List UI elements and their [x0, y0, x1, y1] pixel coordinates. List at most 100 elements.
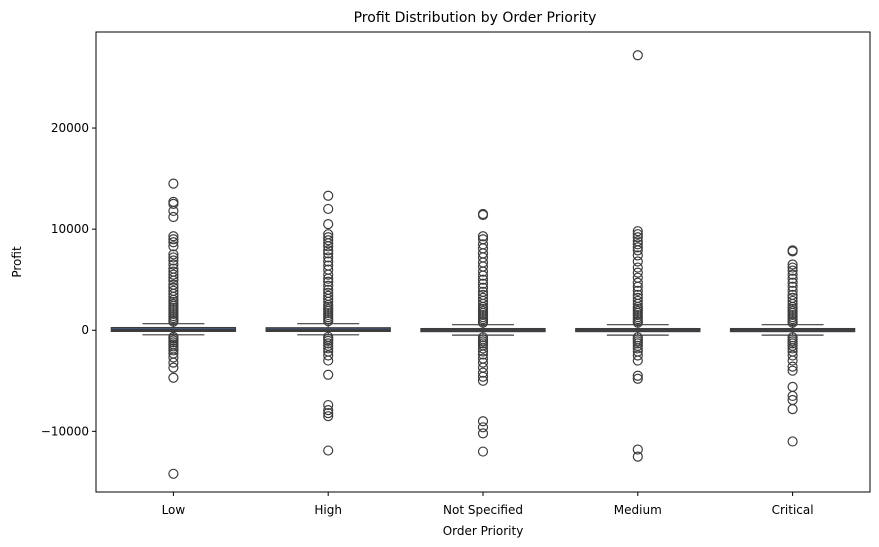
outlier-point	[787, 436, 798, 447]
outlier-point	[323, 245, 334, 256]
outlier-point	[168, 237, 179, 248]
outlier-point	[787, 317, 798, 328]
outlier-point	[632, 343, 643, 354]
outlier-point	[787, 295, 798, 307]
outlier-point	[787, 265, 798, 276]
outlier-point	[632, 281, 643, 292]
outlier-point	[323, 445, 334, 456]
outlier-point	[323, 399, 334, 411]
outlier-point	[477, 274, 489, 285]
outlier-point	[323, 190, 334, 201]
outlier-point	[632, 373, 643, 384]
chart-title: Profit Distribution by Order Priority	[354, 10, 597, 26]
outlier-point	[787, 361, 798, 372]
outlier-point	[787, 262, 798, 273]
outlier-point	[632, 226, 643, 237]
outlier-point	[323, 235, 334, 246]
outlier-point	[168, 241, 179, 252]
outlier-point	[323, 343, 334, 354]
y-axis: −10000 0 10000 20000	[41, 121, 96, 438]
outlier-point	[168, 269, 179, 280]
outlier-point	[477, 343, 489, 354]
x-tick-label: Not Specified	[443, 503, 523, 517]
outlier-point	[632, 262, 643, 273]
outlier-point	[632, 338, 643, 349]
box-group	[265, 190, 391, 456]
outlier-point	[168, 234, 179, 245]
outlier-point	[632, 451, 643, 462]
outlier-point	[632, 285, 643, 296]
outlier-point	[787, 340, 798, 352]
outlier-point	[787, 365, 798, 376]
outlier-point	[477, 209, 489, 221]
outlier-point	[323, 280, 334, 291]
outlier-point	[632, 250, 643, 261]
outlier-point	[323, 269, 334, 280]
outlier-point	[168, 372, 179, 383]
outlier-point	[632, 229, 643, 240]
outlier-point	[632, 340, 643, 352]
outlier-point	[787, 246, 798, 257]
y-tick-label: 0	[81, 323, 89, 337]
outlier-point	[168, 357, 179, 368]
outlier-point	[168, 316, 179, 327]
outlier-point	[632, 232, 643, 243]
outlier-point	[632, 355, 643, 366]
outlier-point	[632, 370, 643, 381]
outlier-point	[323, 405, 334, 416]
outlier-point	[168, 352, 179, 363]
outlier-point	[323, 408, 334, 419]
outlier-point	[323, 276, 334, 287]
outlier-point	[632, 350, 643, 361]
outlier-point	[323, 252, 334, 263]
outlier-point	[168, 231, 179, 242]
outlier-point	[477, 446, 489, 457]
outlier-point	[168, 255, 179, 266]
outlier-point	[477, 428, 489, 439]
outlier-point	[787, 269, 798, 280]
outlier-point	[477, 349, 489, 360]
y-tick-label: −10000	[41, 424, 89, 438]
y-tick-label: 20000	[51, 121, 89, 135]
x-tick-label: Medium	[614, 503, 662, 517]
outlier-point	[168, 272, 179, 283]
outlier-point	[632, 317, 643, 328]
outlier-point	[477, 282, 489, 293]
outlier-point	[477, 375, 489, 386]
outlier-point	[168, 362, 179, 373]
outlier-point	[477, 295, 489, 307]
box-group	[575, 50, 701, 462]
outlier-point	[323, 350, 334, 361]
outlier-point	[477, 357, 489, 368]
box-plots	[110, 50, 856, 479]
outlier-point	[632, 295, 643, 307]
outlier-point	[477, 422, 489, 433]
y-axis-label: Profit	[10, 246, 24, 278]
x-tick-label: Critical	[772, 503, 814, 517]
outlier-point	[168, 288, 179, 299]
outlier-point	[323, 203, 334, 215]
outlier-point	[323, 256, 334, 267]
outlier-point	[168, 249, 179, 260]
outlier-point	[787, 381, 798, 392]
x-tick-label: High	[314, 503, 342, 517]
outlier-point	[477, 270, 489, 281]
outlier-point	[168, 345, 179, 356]
outlier-point	[477, 266, 489, 277]
outlier-point	[168, 205, 179, 217]
outlier-point	[632, 256, 643, 267]
box-group	[420, 208, 546, 457]
outlier-point	[787, 403, 798, 415]
box-group	[729, 245, 856, 447]
outlier-point	[477, 317, 489, 328]
outlier-point	[632, 50, 643, 61]
outlier-point	[168, 468, 179, 479]
outlier-point	[632, 245, 643, 256]
outlier-point	[477, 231, 489, 242]
outlier-point	[477, 346, 489, 357]
outlier-point	[787, 259, 798, 270]
x-axis-label: Order Priority	[443, 524, 524, 538]
outlier-point	[477, 416, 489, 427]
outlier-point	[168, 178, 179, 189]
